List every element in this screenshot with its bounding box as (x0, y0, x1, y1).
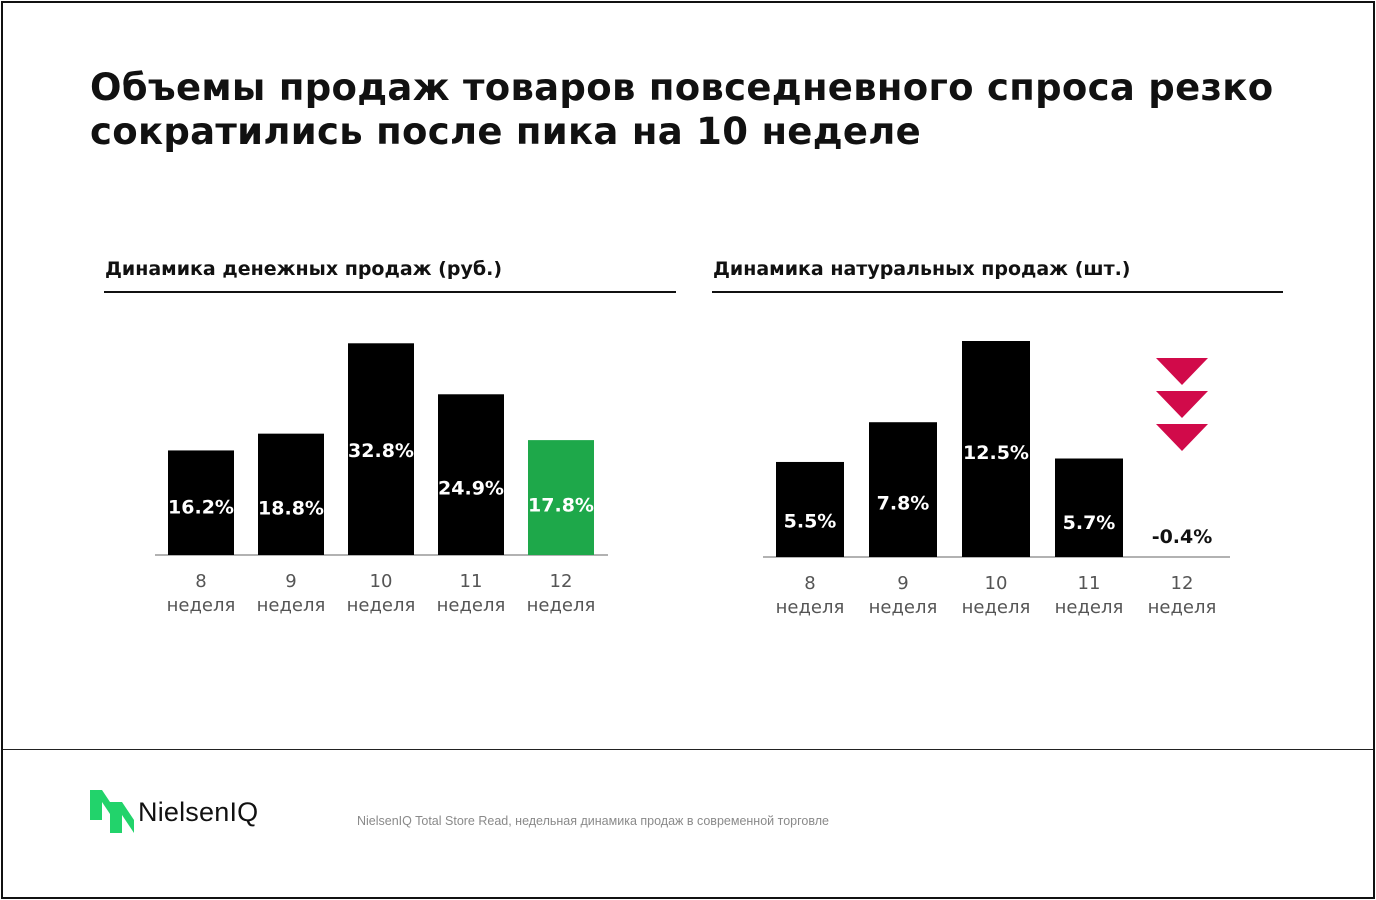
tick-sublabel-week-12: неделя (1148, 597, 1217, 618)
down-arrow-icon-1 (1156, 358, 1208, 385)
tick-label-week-11: 11 (1078, 573, 1101, 594)
value-label-week-9: 7.8% (877, 493, 930, 515)
tick-sublabel-week-11: неделя (1055, 597, 1124, 618)
tick-label-week-8: 8 (804, 573, 815, 594)
chart-1-title: Динамика денежных продаж (руб.) (105, 258, 502, 280)
tick-label-week-10: 10 (370, 571, 393, 592)
tick-label-week-9: 9 (285, 571, 296, 592)
bar-week-9 (258, 433, 324, 555)
tick-sublabel-week-8: неделя (776, 597, 845, 618)
tick-label-week-12: 12 (550, 571, 573, 592)
tick-sublabel-week-8: неделя (167, 595, 236, 616)
bar-week-8 (168, 450, 234, 555)
tick-sublabel-week-11: неделя (437, 595, 506, 616)
footer-divider (3, 749, 1373, 750)
tick-label-week-10: 10 (985, 573, 1008, 594)
bar-week-12 (528, 440, 594, 555)
value-label-week-9: 18.8% (258, 497, 324, 519)
tick-sublabel-week-10: неделя (347, 595, 416, 616)
down-arrow-icon-2 (1156, 391, 1208, 418)
tick-sublabel-week-9: неделя (869, 597, 938, 618)
bar-week-10 (348, 343, 414, 555)
tick-sublabel-week-12: неделя (527, 595, 596, 616)
bar-week-10 (962, 341, 1030, 557)
bar-week-11 (1055, 458, 1123, 557)
down-arrow-icon-3 (1156, 424, 1208, 451)
chart-2-title-rule (712, 291, 1283, 293)
value-label-week-11: 5.7% (1063, 512, 1116, 534)
bar-week-8 (776, 461, 844, 557)
nielseniq-logo-icon (90, 790, 134, 833)
value-label-week-12: -0.4% (1152, 526, 1213, 548)
brand-name: NielsenIQ (138, 796, 259, 827)
tick-label-week-12: 12 (1171, 573, 1194, 594)
nielseniq-logo: NielsenIQ (90, 790, 258, 834)
tick-label-week-11: 11 (460, 571, 483, 592)
value-label-week-8: 16.2% (168, 497, 234, 519)
value-label-week-12: 17.8% (528, 495, 594, 517)
page-title: Объемы продаж товаров повседневного спро… (90, 66, 1274, 153)
value-label-week-8: 5.5% (784, 510, 837, 532)
bar-week-11 (438, 394, 504, 555)
tick-sublabel-week-10: неделя (962, 597, 1031, 618)
value-label-week-11: 24.9% (438, 478, 504, 500)
chart-2-title: Динамика натуральных продаж (шт.) (713, 258, 1131, 280)
value-label-week-10: 12.5% (963, 442, 1029, 464)
source-note: NielsenIQ Total Store Read, недельная ди… (357, 814, 829, 828)
money-sales-chart: 16.2% 8 неделя 18.8% 9 неделя 32.8% 10 неделя 24.… (155, 343, 608, 616)
chart-1-title-rule (104, 291, 676, 293)
unit-sales-chart: 5.5% 8 неделя 7.8% 9 неделя 12.5% 10 неделя 5.7% 1… (763, 341, 1230, 618)
tick-sublabel-week-9: неделя (257, 595, 326, 616)
bar-week-9 (869, 422, 937, 557)
value-label-week-10: 32.8% (348, 440, 414, 462)
tick-label-week-9: 9 (897, 573, 908, 594)
tick-label-week-8: 8 (195, 571, 206, 592)
